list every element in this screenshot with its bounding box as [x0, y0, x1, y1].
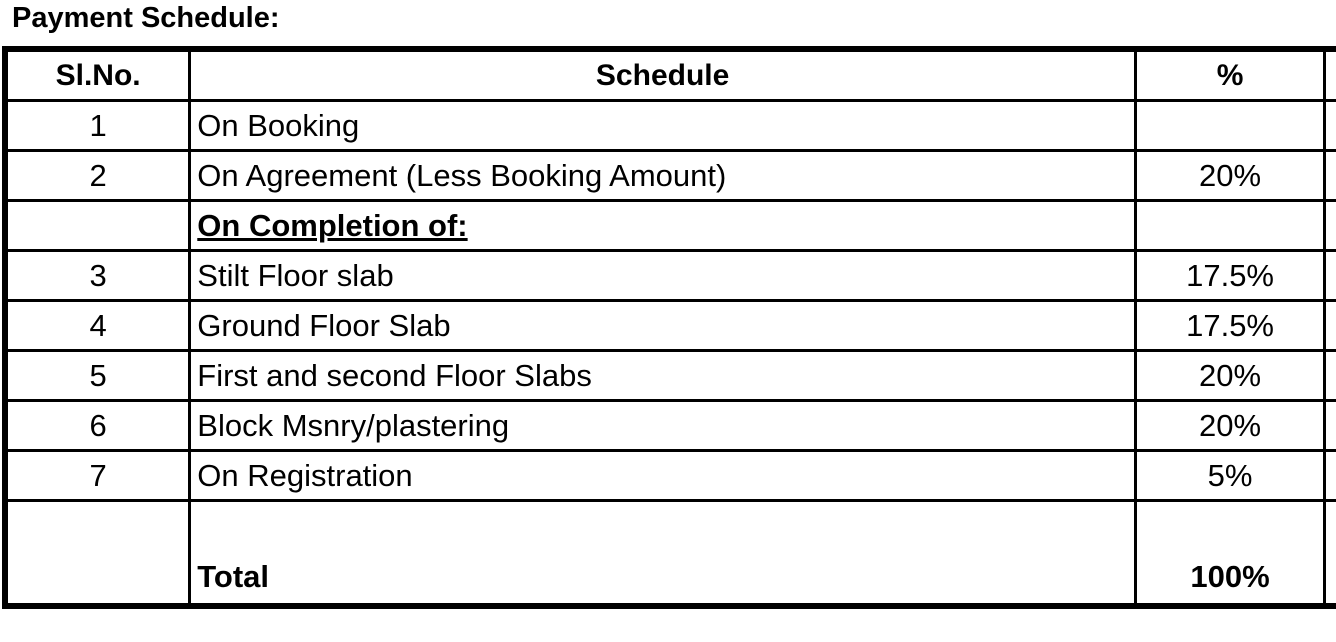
cell-extra [1323, 249, 1336, 302]
cell-sl-no: 7 [3, 449, 192, 502]
total-percent: 100% [1133, 499, 1327, 608]
cell-sl-no: 4 [3, 299, 192, 352]
payment-schedule-table: Sl.No. Schedule % 1 On Booking 2 On Agre… [2, 46, 1336, 609]
cell-sl-no [3, 499, 192, 608]
cell-schedule: On Booking [188, 99, 1137, 152]
cell-percent: 5% [1133, 449, 1327, 502]
cell-schedule: Block Msnry/plastering [188, 399, 1137, 452]
cell-schedule: First and second Floor Slabs [188, 349, 1137, 402]
cell-schedule: Stilt Floor slab [188, 249, 1137, 302]
cell-percent: 20% [1133, 399, 1327, 452]
cell-sl-no: 5 [3, 349, 192, 402]
cell-percent: 17.5% [1133, 299, 1327, 352]
table-row: On Completion of: [3, 199, 1336, 252]
cell-extra [1323, 449, 1336, 502]
cell-sl-no: 6 [3, 399, 192, 452]
cell-percent: 17.5% [1133, 249, 1327, 302]
table-row: 6 Block Msnry/plastering 20% [3, 399, 1336, 452]
cell-schedule: On Agreement (Less Booking Amount) [188, 149, 1137, 202]
cell-extra [1323, 99, 1336, 152]
cell-extra [1323, 199, 1336, 252]
cell-sl-no: 1 [3, 99, 192, 152]
cell-extra [1323, 299, 1336, 352]
total-label: Total [188, 499, 1137, 608]
table-row: 3 Stilt Floor slab 17.5% [3, 249, 1336, 302]
total-row: Total 100% [3, 499, 1336, 608]
cell-schedule: On Registration [188, 449, 1137, 502]
cell-percent: 20% [1133, 149, 1327, 202]
cell-percent [1133, 199, 1327, 252]
cell-extra [1323, 349, 1336, 402]
cell-extra [1323, 149, 1336, 202]
cell-extra [1323, 499, 1336, 608]
table-row: 7 On Registration 5% [3, 449, 1336, 502]
cell-sl-no [3, 199, 192, 252]
document-title: Payment Schedule: [12, 2, 280, 34]
table-row: 5 First and second Floor Slabs 20% [3, 349, 1336, 402]
cell-percent: 20% [1133, 349, 1327, 402]
header-percent: % [1133, 47, 1327, 102]
cell-schedule: Ground Floor Slab [188, 299, 1137, 352]
header-sl-no: Sl.No. [3, 47, 192, 102]
cell-extra [1323, 399, 1336, 452]
table-row: 2 On Agreement (Less Booking Amount) 20% [3, 149, 1336, 202]
table-row: 4 Ground Floor Slab 17.5% [3, 299, 1336, 352]
header-schedule: Schedule [188, 47, 1137, 102]
cell-sl-no: 3 [3, 249, 192, 302]
table-row: 1 On Booking [3, 99, 1336, 152]
extra-column [1323, 47, 1336, 102]
cell-subheading: On Completion of: [188, 199, 1137, 252]
cell-percent [1133, 99, 1327, 152]
table-header-row: Sl.No. Schedule % [3, 47, 1336, 102]
cell-sl-no: 2 [3, 149, 192, 202]
